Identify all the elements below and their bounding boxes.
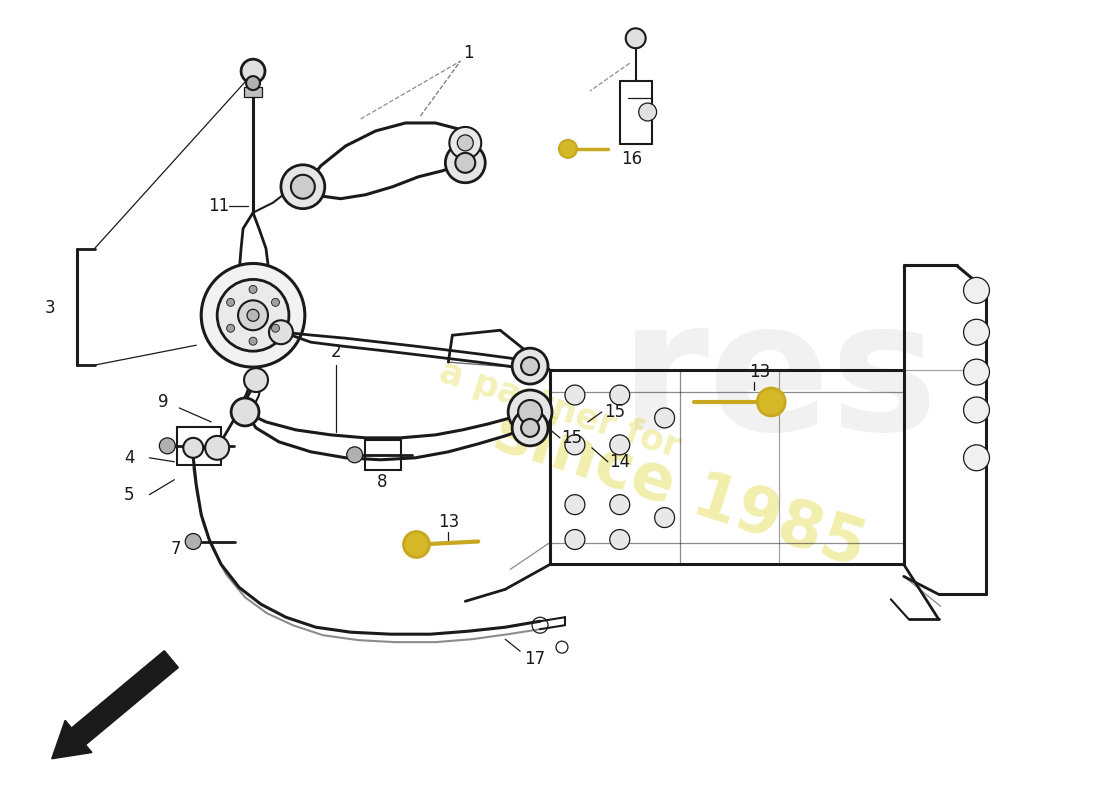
Text: 15: 15 — [604, 403, 625, 421]
Circle shape — [185, 534, 201, 550]
Text: since 1985: since 1985 — [486, 401, 873, 579]
Circle shape — [241, 59, 265, 83]
Circle shape — [508, 390, 552, 434]
Circle shape — [513, 410, 548, 446]
Circle shape — [521, 419, 539, 437]
Circle shape — [272, 324, 279, 332]
Text: 17: 17 — [525, 650, 546, 668]
Circle shape — [559, 140, 576, 158]
Circle shape — [639, 103, 657, 121]
Text: 9: 9 — [158, 393, 168, 411]
Text: res: res — [619, 292, 938, 468]
Circle shape — [513, 348, 548, 384]
Text: 15: 15 — [561, 429, 583, 447]
Circle shape — [654, 408, 674, 428]
Circle shape — [346, 447, 363, 462]
Circle shape — [160, 438, 175, 454]
Circle shape — [565, 494, 585, 514]
Text: 16: 16 — [621, 150, 642, 168]
Circle shape — [206, 436, 229, 460]
Circle shape — [609, 385, 629, 405]
Circle shape — [565, 435, 585, 455]
Circle shape — [227, 324, 234, 332]
Circle shape — [450, 127, 481, 159]
Circle shape — [404, 531, 429, 558]
Text: 14: 14 — [609, 453, 630, 470]
Circle shape — [290, 174, 315, 198]
Circle shape — [231, 398, 258, 426]
Circle shape — [201, 263, 305, 367]
Text: 8: 8 — [377, 473, 388, 490]
Circle shape — [227, 298, 234, 306]
FancyArrow shape — [52, 650, 178, 758]
Circle shape — [184, 438, 204, 458]
Circle shape — [217, 279, 289, 351]
Circle shape — [280, 165, 324, 209]
Text: 2: 2 — [330, 343, 341, 361]
Bar — [244, 87, 262, 97]
Text: 5: 5 — [124, 486, 134, 504]
Circle shape — [964, 397, 990, 423]
Text: 3: 3 — [44, 299, 55, 318]
Circle shape — [565, 530, 585, 550]
Circle shape — [626, 28, 646, 48]
Circle shape — [246, 76, 260, 90]
Circle shape — [521, 357, 539, 375]
Circle shape — [458, 135, 473, 151]
Circle shape — [270, 320, 293, 344]
Circle shape — [654, 508, 674, 527]
Circle shape — [518, 400, 542, 424]
Text: 1: 1 — [463, 44, 474, 62]
Circle shape — [238, 300, 268, 330]
Circle shape — [272, 298, 279, 306]
Circle shape — [249, 286, 257, 294]
Text: 7: 7 — [172, 541, 182, 558]
Text: 4: 4 — [124, 449, 134, 466]
Circle shape — [757, 388, 785, 416]
Circle shape — [248, 310, 258, 322]
Circle shape — [244, 368, 268, 392]
Circle shape — [964, 278, 990, 303]
Text: 11: 11 — [209, 197, 230, 214]
Circle shape — [964, 359, 990, 385]
Circle shape — [609, 530, 629, 550]
Circle shape — [446, 143, 485, 182]
Circle shape — [609, 435, 629, 455]
Circle shape — [964, 445, 990, 470]
Circle shape — [455, 153, 475, 173]
Circle shape — [565, 385, 585, 405]
Text: 13: 13 — [749, 363, 770, 381]
Circle shape — [249, 338, 257, 345]
Text: 13: 13 — [438, 513, 459, 530]
Circle shape — [964, 319, 990, 345]
Circle shape — [609, 494, 629, 514]
Text: a partner for: a partner for — [436, 355, 685, 465]
